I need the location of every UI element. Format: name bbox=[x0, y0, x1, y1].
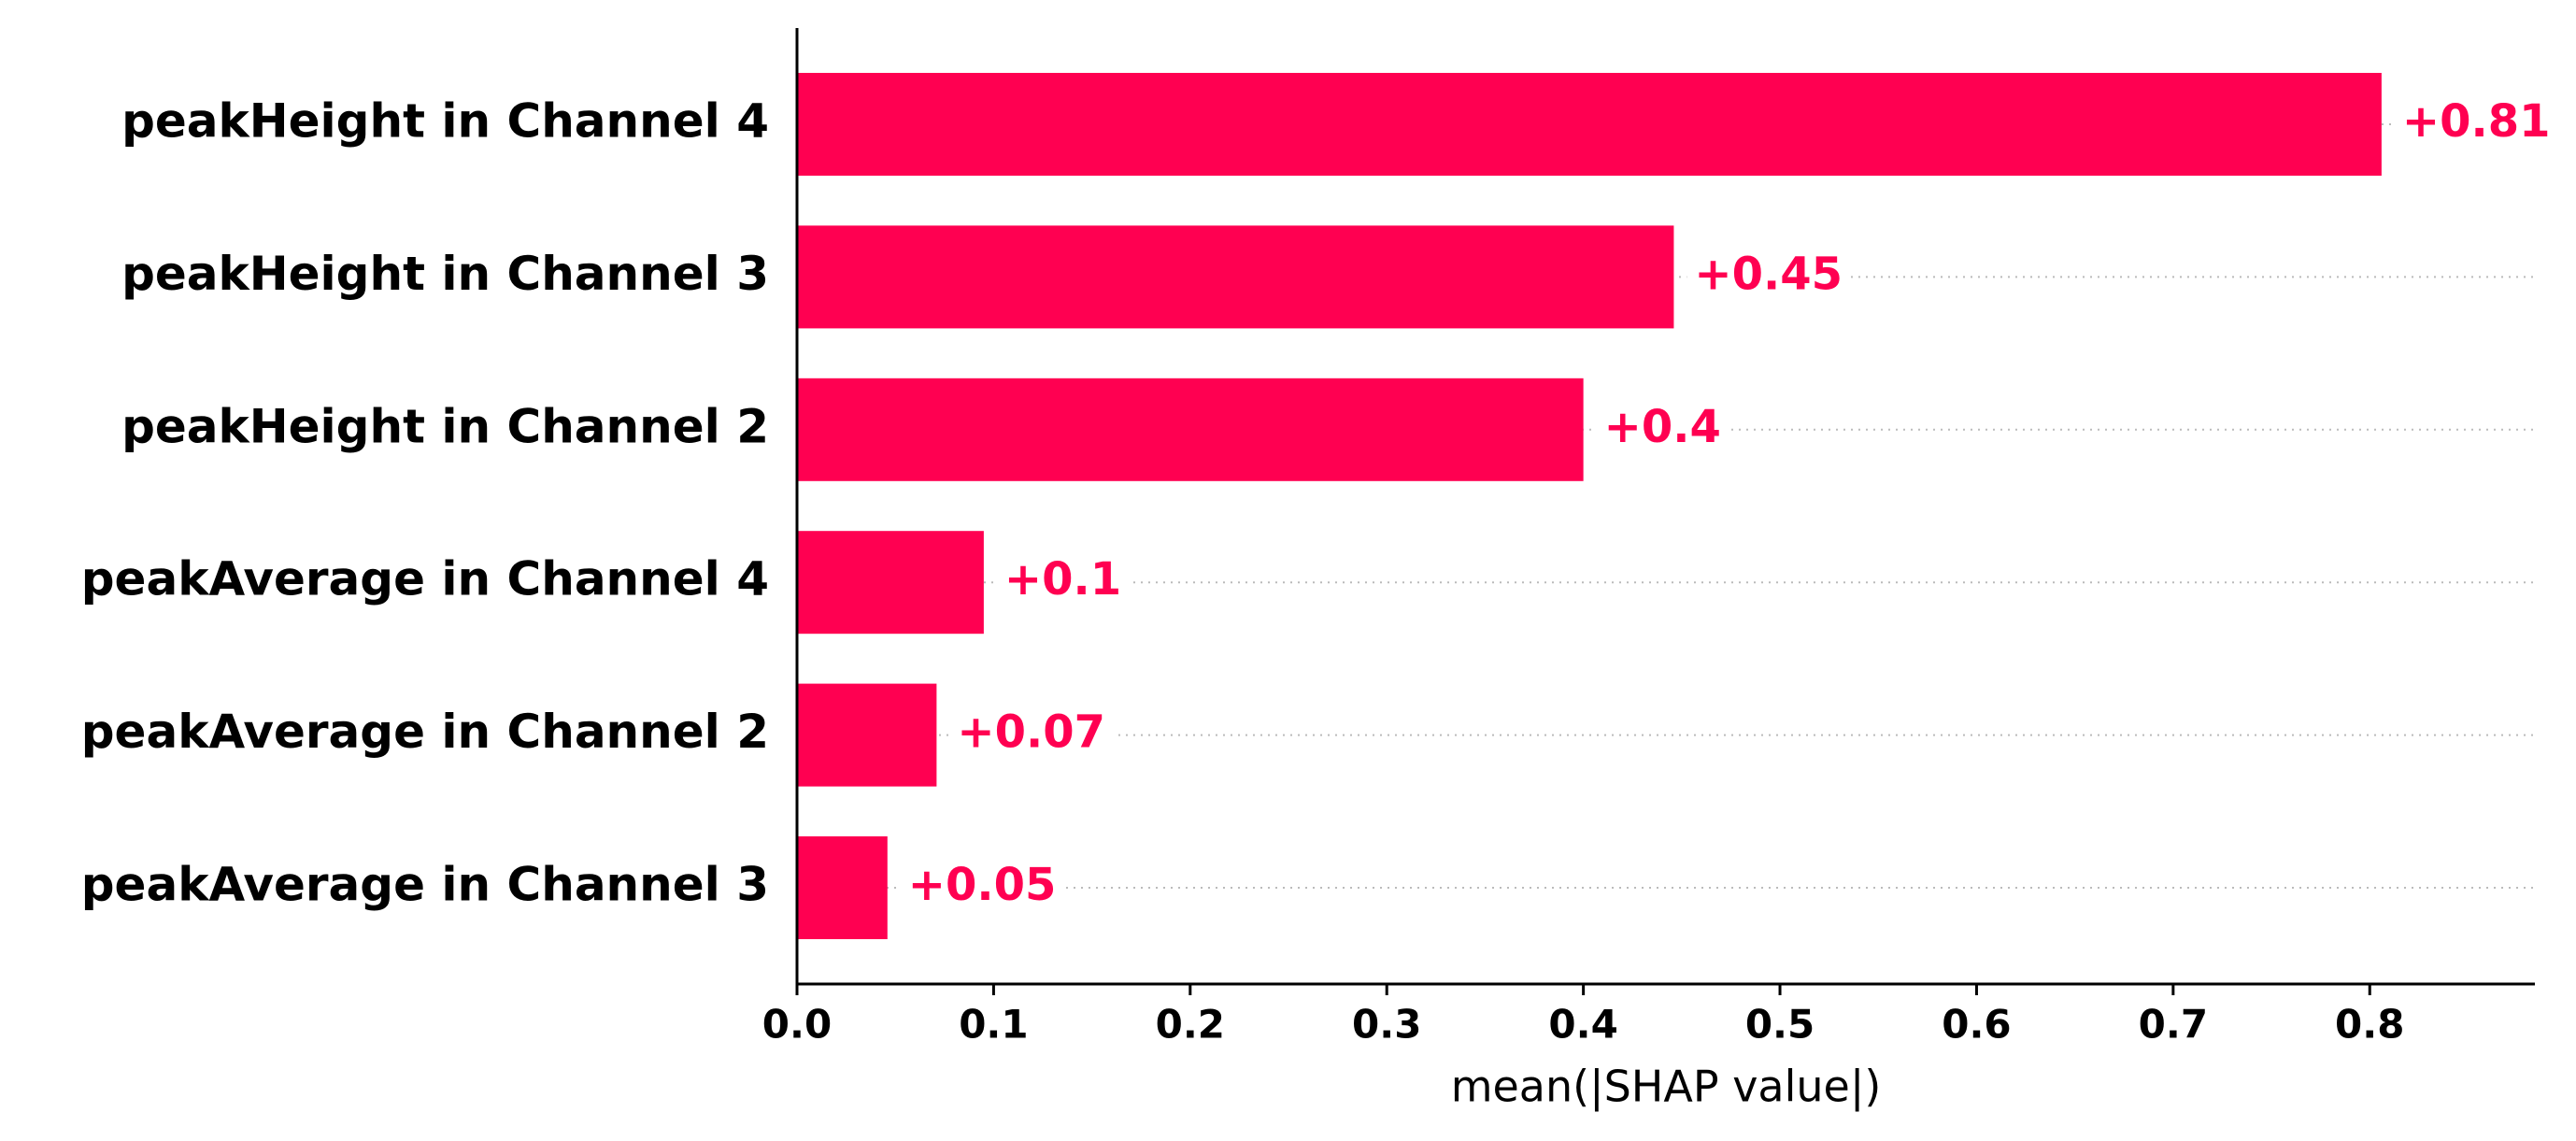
bar bbox=[797, 836, 888, 939]
label-backdrop bbox=[1596, 401, 1729, 458]
y-tick-label: peakHeight in Channel 4 bbox=[121, 94, 769, 149]
value-label: +0.07 bbox=[957, 706, 1105, 759]
y-tick-label: peakAverage in Channel 4 bbox=[81, 552, 769, 606]
label-backdrop bbox=[996, 554, 1130, 611]
x-tick-label: 0.0 bbox=[762, 1002, 832, 1048]
value-label: +0.05 bbox=[908, 859, 1057, 911]
bar bbox=[797, 378, 1584, 481]
label-backdrop bbox=[949, 706, 1114, 763]
x-axis-label: mean(|SHAP value|) bbox=[1451, 1062, 1882, 1113]
x-tick-label: 0.8 bbox=[2335, 1002, 2404, 1048]
y-tick-label: peakHeight in Channel 3 bbox=[121, 247, 769, 301]
x-tick-label: 0.6 bbox=[1942, 1002, 2011, 1048]
y-tick-label: peakAverage in Channel 3 bbox=[81, 858, 769, 912]
value-label: +0.1 bbox=[1004, 553, 1121, 606]
value-label: +0.81 bbox=[2402, 95, 2551, 148]
x-tick-label: 0.7 bbox=[2139, 1002, 2208, 1048]
y-tick-label: peakHeight in Channel 2 bbox=[121, 399, 769, 453]
x-tick-label: 0.2 bbox=[1156, 1002, 1225, 1048]
label-backdrop bbox=[1686, 249, 1851, 306]
x-tick-label: 0.3 bbox=[1352, 1002, 1421, 1048]
value-label: +0.45 bbox=[1694, 248, 1843, 300]
bar bbox=[797, 73, 2382, 176]
x-tick-label: 0.4 bbox=[1548, 1002, 1617, 1048]
bar bbox=[797, 683, 937, 787]
x-tick-label: 0.5 bbox=[1745, 1002, 1815, 1048]
bar bbox=[797, 225, 1674, 329]
label-backdrop bbox=[2394, 96, 2558, 152]
bar bbox=[797, 531, 984, 635]
x-tick-label: 0.1 bbox=[959, 1002, 1028, 1048]
y-tick-label: peakAverage in Channel 2 bbox=[81, 705, 769, 759]
label-backdrop bbox=[900, 860, 1064, 916]
value-label: +0.4 bbox=[1604, 401, 1721, 453]
